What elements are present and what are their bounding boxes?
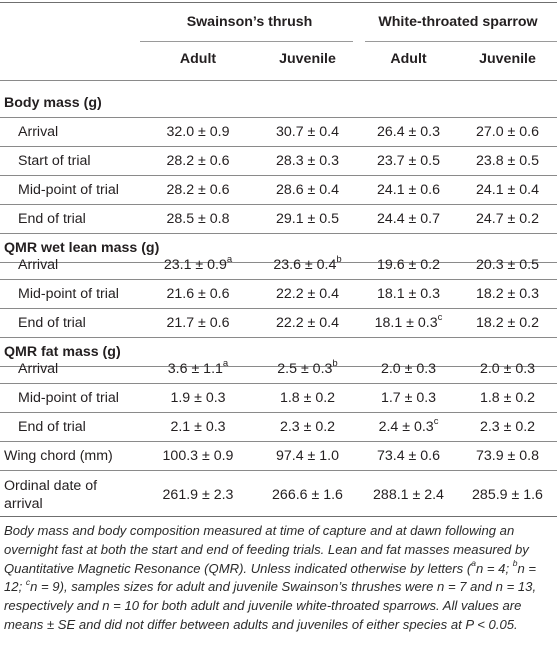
table-cell: 266.6 ± 1.6 — [272, 487, 343, 503]
table-cell: 20.3 ± 0.5 — [475, 257, 539, 273]
row-divider — [0, 470, 557, 471]
table-cell: 18.2 ± 0.3 — [475, 286, 539, 302]
species-group-rule — [365, 41, 557, 42]
table-cell: 2.0 ± 0.3 — [380, 361, 437, 377]
column-header-adult: Adult — [179, 51, 217, 67]
row-divider — [0, 117, 557, 118]
table-cell: 29.1 ± 0.5 — [275, 211, 339, 227]
table-cell: 285.9 ± 1.6 — [472, 487, 543, 503]
footnote-marker: c — [433, 416, 439, 428]
table-cell: 24.7 ± 0.2 — [475, 211, 539, 227]
table-cell: 32.0 ± 0.9 — [166, 124, 230, 140]
table-cell: 21.6 ± 0.6 — [166, 286, 230, 302]
table-cell: 3.6 ± 1.1a — [167, 358, 229, 377]
table-cell: 27.0 ± 0.6 — [475, 124, 539, 140]
table-cell: 24.1 ± 0.6 — [376, 182, 440, 198]
table-cell: 28.3 ± 0.3 — [275, 153, 339, 169]
table-cell: 28.2 ± 0.6 — [166, 153, 230, 169]
table-cell: 1.8 ± 0.2 — [279, 390, 336, 406]
table-cell: 26.4 ± 0.3 — [376, 124, 440, 140]
row-divider — [0, 441, 557, 442]
table-cell: 23.8 ± 0.5 — [475, 153, 539, 169]
row-divider — [0, 412, 557, 413]
row-label: End of trial — [18, 315, 86, 331]
row-label: arrival — [4, 496, 43, 512]
table-cell: 2.3 ± 0.2 — [279, 419, 336, 435]
table-cell: 2.1 ± 0.3 — [170, 419, 226, 435]
table-cell: 2.3 ± 0.2 — [479, 419, 536, 435]
table-cell: 28.5 ± 0.8 — [166, 211, 230, 227]
section-title: QMR fat mass (g) — [4, 344, 121, 360]
footnote-marker: a — [222, 358, 229, 370]
table-cell: 2.0 ± 0.3 — [479, 361, 536, 377]
table-cell: 28.2 ± 0.6 — [166, 182, 230, 198]
row-divider — [0, 308, 557, 309]
table-cell: 18.1 ± 0.3c — [374, 312, 443, 331]
column-header-juvenile: Juvenile — [479, 51, 536, 67]
row-label: Mid-point of trial — [18, 286, 119, 302]
row-label: Arrival — [18, 124, 59, 140]
species-header-swainsons-thrush: Swainson’s thrush — [186, 14, 313, 30]
table-cell: 19.6 ± 0.2 — [376, 257, 440, 273]
row-divider — [0, 146, 557, 147]
table-cell: 23.1 ± 0.9a — [163, 254, 233, 273]
table-cell: 23.7 ± 0.5 — [376, 153, 440, 169]
row-label: Mid-point of trial — [18, 182, 119, 198]
row-label: Ordinal date of — [4, 478, 98, 494]
row-divider — [0, 262, 557, 263]
table-cell: 21.7 ± 0.6 — [166, 315, 230, 331]
table-cell: 28.6 ± 0.4 — [275, 182, 339, 198]
table-cell: 30.7 ± 0.4 — [275, 124, 339, 140]
table-cell: 288.1 ± 2.4 — [373, 487, 444, 503]
table-footnote: Body mass and body composition measured … — [4, 523, 537, 632]
table-bottom-rule — [0, 516, 557, 517]
table-cell: 22.2 ± 0.4 — [275, 286, 339, 302]
row-label: Arrival — [18, 257, 59, 273]
table-cell: 1.7 ± 0.3 — [380, 390, 437, 406]
species-group-rule — [140, 41, 353, 42]
table-cell: 100.3 ± 0.9 — [162, 448, 234, 464]
row-label: Start of trial — [18, 153, 91, 169]
row-divider — [0, 337, 557, 338]
row-label: End of trial — [18, 419, 86, 435]
footnote-marker: b — [336, 254, 342, 266]
table-cell: 24.4 ± 0.7 — [376, 211, 440, 227]
table-cell: 261.9 ± 2.3 — [162, 487, 234, 503]
table-cell: 73.4 ± 0.6 — [376, 448, 440, 464]
row-label: Mid-point of trial — [18, 390, 119, 406]
table-top-rule — [0, 2, 557, 3]
footnote-marker: a — [226, 254, 233, 266]
table-cell: 2.5 ± 0.3b — [277, 358, 338, 377]
section-title: Body mass (g) — [4, 95, 102, 111]
row-divider — [0, 366, 557, 367]
row-label: Arrival — [18, 361, 59, 377]
species-header-white-throated-sparrow: White-throated sparrow — [378, 14, 538, 30]
table-cell: 22.2 ± 0.4 — [275, 315, 339, 331]
section-title: QMR wet lean mass (g) — [4, 240, 160, 256]
row-divider — [0, 383, 557, 384]
table-cell: 18.2 ± 0.2 — [475, 315, 539, 331]
table-cell: 2.4 ± 0.3c — [378, 416, 439, 435]
table-cell: 1.8 ± 0.2 — [479, 390, 536, 406]
table-cell: 18.1 ± 0.3 — [376, 286, 440, 302]
row-divider — [0, 175, 557, 176]
column-header-juvenile: Juvenile — [279, 51, 336, 67]
row-divider — [0, 279, 557, 280]
row-divider — [0, 233, 557, 234]
table-cell: 1.9 ± 0.3 — [170, 390, 226, 406]
footnote-marker: c — [437, 312, 443, 324]
column-header-adult: Adult — [390, 51, 427, 67]
row-label: End of trial — [18, 211, 86, 227]
footnote-marker: b — [332, 358, 338, 370]
table-cell: 23.6 ± 0.4b — [273, 254, 342, 273]
header-bottom-rule — [0, 80, 557, 81]
table-cell: 97.4 ± 1.0 — [275, 448, 339, 464]
row-label: Wing chord (mm) — [4, 448, 113, 464]
table-cell: 24.1 ± 0.4 — [475, 182, 539, 198]
row-divider — [0, 204, 557, 205]
table-cell: 73.9 ± 0.8 — [475, 448, 539, 464]
